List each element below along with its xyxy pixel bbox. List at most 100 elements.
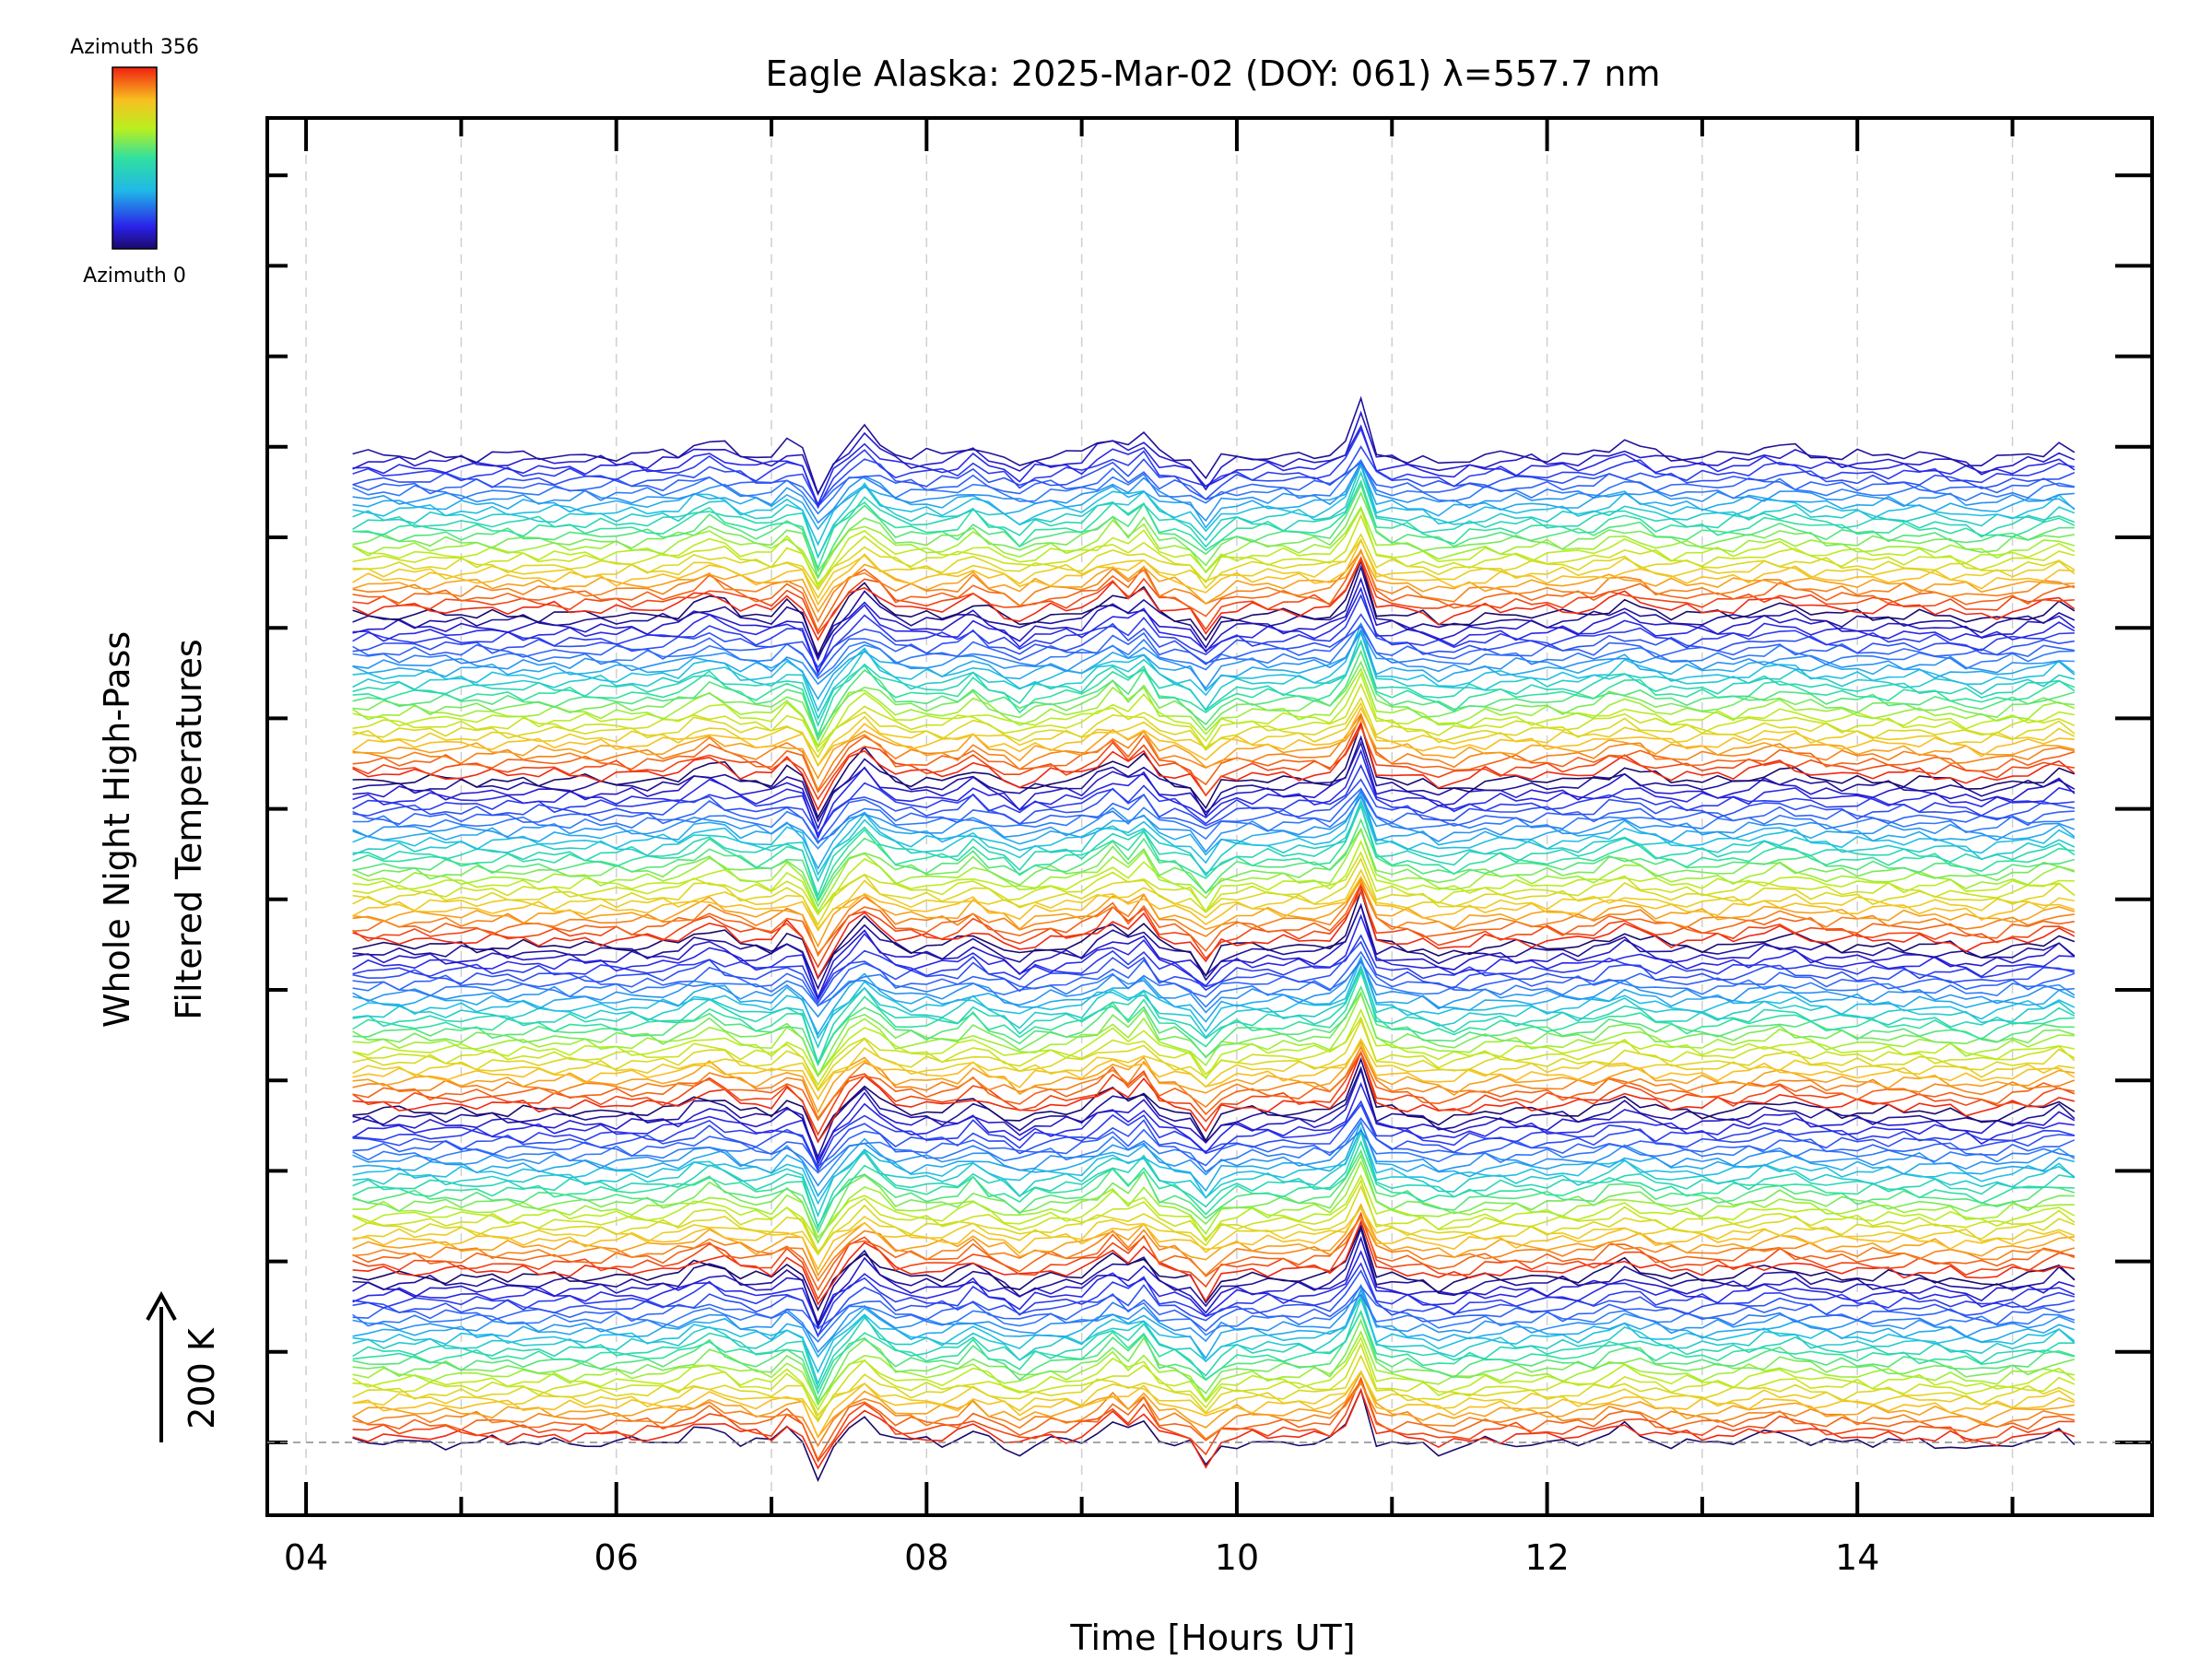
trace (352, 1040, 2075, 1114)
trace (352, 482, 2075, 580)
trace (352, 395, 2076, 496)
trace (352, 818, 2076, 903)
trace (352, 798, 2076, 883)
trace (352, 1215, 2076, 1282)
trace (352, 1382, 2075, 1448)
trace (352, 549, 2076, 623)
trace (352, 559, 2076, 657)
trace (352, 1309, 2075, 1395)
trace (352, 851, 2076, 916)
trace (352, 1050, 2076, 1136)
trace (352, 748, 2075, 841)
trace (352, 1226, 2076, 1326)
trace (352, 1285, 2075, 1333)
trace (352, 735, 2076, 823)
trace (352, 548, 2075, 633)
trace (352, 621, 2076, 713)
trace (352, 875, 2076, 932)
trace (352, 827, 2076, 908)
trace (352, 706, 2075, 768)
trace (352, 1318, 2076, 1406)
trace (352, 1184, 2076, 1253)
trace (352, 696, 2076, 759)
trace (352, 1235, 2076, 1329)
trace (352, 1081, 2075, 1162)
trace (352, 1050, 2075, 1144)
trace (352, 1262, 2076, 1338)
trace (352, 1117, 2076, 1168)
trace (352, 868, 2075, 931)
trace (352, 913, 2075, 1001)
trace (352, 827, 2075, 913)
trace (352, 963, 2076, 1050)
trace (352, 722, 2076, 819)
trace (352, 1050, 2075, 1122)
y-axis-label-line1: Whole Night High-Pass (97, 631, 137, 1028)
trace (352, 1287, 2076, 1360)
trace (352, 717, 2075, 781)
trace (352, 1342, 2076, 1421)
colorbar (112, 66, 158, 250)
trace (352, 970, 2075, 1065)
trace (352, 639, 2076, 727)
colorbar-top-label: Azimuth 356 (70, 36, 199, 59)
trace (352, 856, 2076, 926)
trace (352, 940, 2076, 1005)
trace (352, 1056, 2076, 1144)
trace (352, 630, 2075, 721)
trace (352, 445, 2076, 506)
temperature-traces (352, 395, 2076, 1483)
trace (352, 1129, 2075, 1174)
trace (352, 1126, 2076, 1206)
trace (352, 533, 2076, 592)
x-tick-label: 14 (1835, 1537, 1879, 1578)
trace (352, 1379, 2076, 1462)
trace (352, 1370, 2076, 1423)
trace (352, 1042, 2076, 1101)
trace (352, 889, 2076, 969)
trace (352, 1293, 2076, 1343)
trace (352, 1173, 2076, 1243)
trace (352, 763, 2075, 836)
trace (352, 1216, 2076, 1291)
trace (352, 1206, 2076, 1271)
trace (352, 1371, 2075, 1439)
trace (352, 790, 2075, 843)
trace (352, 1269, 2075, 1337)
trace (352, 1296, 2075, 1391)
trace (352, 882, 2075, 956)
trace (352, 1335, 2076, 1412)
trace (352, 802, 2075, 902)
trace (352, 1007, 2075, 1080)
trace (352, 1250, 2076, 1327)
trace (352, 1045, 2076, 1120)
trace (352, 1037, 2075, 1092)
y-axis-label-line2: Filtered Temperatures (169, 639, 209, 1019)
trace (352, 955, 2076, 1036)
trace (352, 787, 2076, 877)
trace (352, 1120, 2075, 1197)
trace (352, 1130, 2075, 1230)
trace (352, 902, 2076, 991)
trace (352, 1223, 2076, 1312)
trace (352, 490, 2075, 573)
trace (352, 459, 2075, 515)
trace (352, 672, 2075, 754)
trace (352, 787, 2075, 845)
trace (352, 564, 2076, 659)
y-ticks (267, 173, 2152, 1444)
trace (352, 649, 2076, 742)
trace (352, 460, 2075, 524)
trace (352, 550, 2075, 614)
trace (352, 1211, 2075, 1301)
trace (352, 478, 2076, 571)
trace (352, 985, 2075, 1067)
trace (352, 513, 2076, 585)
trace (352, 1203, 2075, 1277)
trace (352, 462, 2076, 559)
trace (352, 950, 2076, 1007)
trace (352, 1219, 2075, 1306)
trace (352, 1153, 2075, 1245)
trace (352, 660, 2075, 738)
trace (352, 1354, 2076, 1417)
